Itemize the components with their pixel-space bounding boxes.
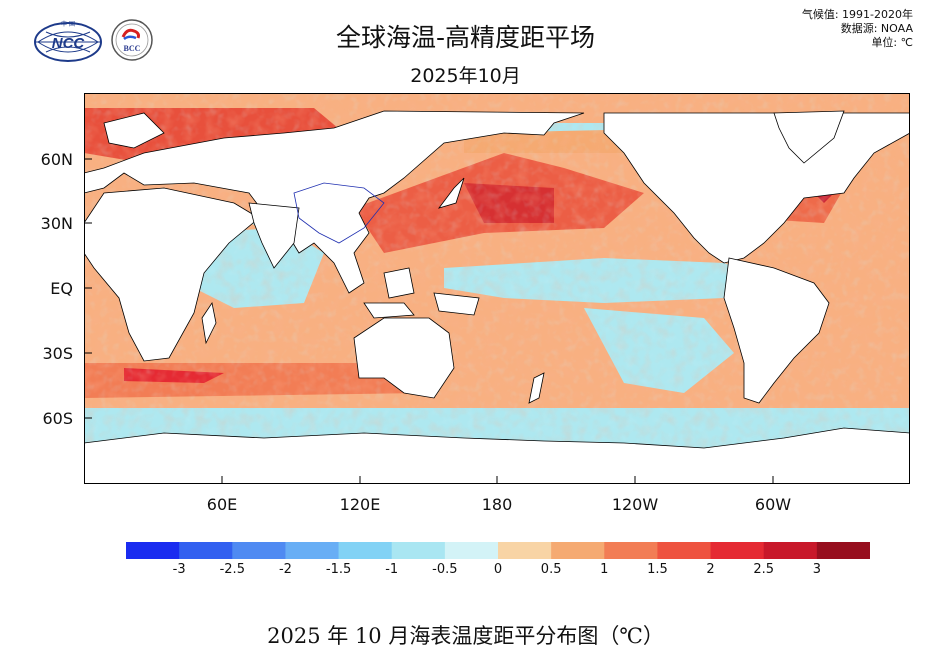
colorbar-tick-label: -2.5 bbox=[219, 562, 245, 577]
colorbar-tick-label: 2 bbox=[706, 562, 715, 577]
north-america-land bbox=[603, 112, 910, 264]
antarctica-land bbox=[84, 427, 910, 484]
colorbar-swatch bbox=[126, 542, 180, 559]
lon-label-60e: 60E bbox=[206, 495, 238, 514]
lon-label-60w: 60W bbox=[754, 495, 792, 514]
colorbar-swatch bbox=[604, 542, 658, 559]
japan-land bbox=[437, 177, 465, 209]
lat-label-60s: 60S bbox=[42, 409, 73, 428]
metadata-block: 气候值: 1991-2020年 数据源: NOAA 单位: ℃ bbox=[802, 8, 913, 50]
figure-caption: 2025 年 10 月海表温度距平分布图（℃） bbox=[267, 624, 664, 648]
lat-label-30n: 30N bbox=[40, 214, 73, 233]
colorbar-swatch bbox=[391, 542, 446, 559]
colorbar-tick-label: -0.5 bbox=[432, 562, 458, 577]
colorbar-tick-label: 2.5 bbox=[753, 562, 775, 577]
lon-label-120w: 120W bbox=[611, 495, 659, 514]
india-land bbox=[248, 202, 300, 269]
colorbar-tick-label: 0 bbox=[493, 562, 503, 577]
ncc-logo: NCC 中 国 bbox=[34, 20, 102, 62]
south-america-land bbox=[723, 257, 830, 404]
colorbar-tick-label: -1.5 bbox=[325, 562, 352, 577]
colorbar-swatch bbox=[444, 542, 499, 559]
colorbar-tick-label: 1 bbox=[600, 562, 609, 577]
colorbar bbox=[126, 542, 870, 559]
lat-label-60n: 60N bbox=[40, 150, 73, 169]
colorbar-swatch bbox=[498, 542, 552, 559]
colorbar-swatch bbox=[657, 542, 712, 559]
lon-label-120e: 120E bbox=[339, 495, 381, 514]
borneo-land bbox=[383, 267, 415, 299]
unit-label: 单位: ℃ bbox=[871, 36, 913, 49]
madagascar-land bbox=[201, 301, 217, 345]
colorbar-swatch bbox=[179, 542, 233, 559]
colorbar-tick-label: -3 bbox=[172, 562, 186, 577]
colorbar-swatch bbox=[285, 542, 340, 559]
colorbar-swatch bbox=[338, 542, 393, 559]
lon-label-180: 180 bbox=[481, 495, 513, 514]
colorbar-tick-label: -1 bbox=[385, 562, 399, 577]
bcc-logo-text: BCC bbox=[124, 44, 141, 53]
map-subtitle: 2025年10月 bbox=[410, 65, 521, 87]
data-source-label: 数据源: NOAA bbox=[840, 22, 913, 35]
colorbar-swatch bbox=[551, 542, 605, 559]
new-zealand-land bbox=[528, 372, 545, 404]
africa-land bbox=[84, 187, 260, 362]
map-tick-marks bbox=[84, 158, 774, 484]
sst-anomaly-map bbox=[84, 93, 910, 484]
map-border bbox=[84, 93, 910, 484]
greenland-land bbox=[773, 110, 845, 164]
land-masses bbox=[84, 110, 910, 484]
lat-label-30s: 30S bbox=[42, 344, 73, 363]
china-outline bbox=[293, 182, 385, 244]
scandinavia-land bbox=[103, 112, 165, 149]
eurasia-land bbox=[84, 110, 585, 294]
ncc-logo-text: NCC bbox=[52, 35, 86, 52]
australia-land bbox=[353, 317, 455, 399]
map-title: 全球海温-高精度距平场 bbox=[335, 23, 596, 52]
colorbar-swatch bbox=[232, 542, 286, 559]
new-guinea-land bbox=[433, 292, 480, 316]
colorbar-tick-label: 1.5 bbox=[647, 562, 668, 577]
indonesia-land bbox=[363, 302, 415, 319]
colorbar-tick-label: -2 bbox=[278, 562, 292, 577]
lat-label-eq: EQ bbox=[50, 279, 73, 298]
colorbar-tick-label: 0.5 bbox=[540, 562, 562, 577]
colorbar-swatch bbox=[710, 542, 765, 559]
colorbar-swatch bbox=[816, 542, 870, 559]
bcc-logo: BCC bbox=[111, 19, 153, 61]
climatology-label: 气候值: 1991-2020年 bbox=[801, 8, 913, 21]
ncc-logo-top-text: 中 国 bbox=[61, 20, 75, 28]
colorbar-swatch bbox=[763, 542, 818, 559]
colorbar-tick-label: 3 bbox=[812, 562, 821, 577]
